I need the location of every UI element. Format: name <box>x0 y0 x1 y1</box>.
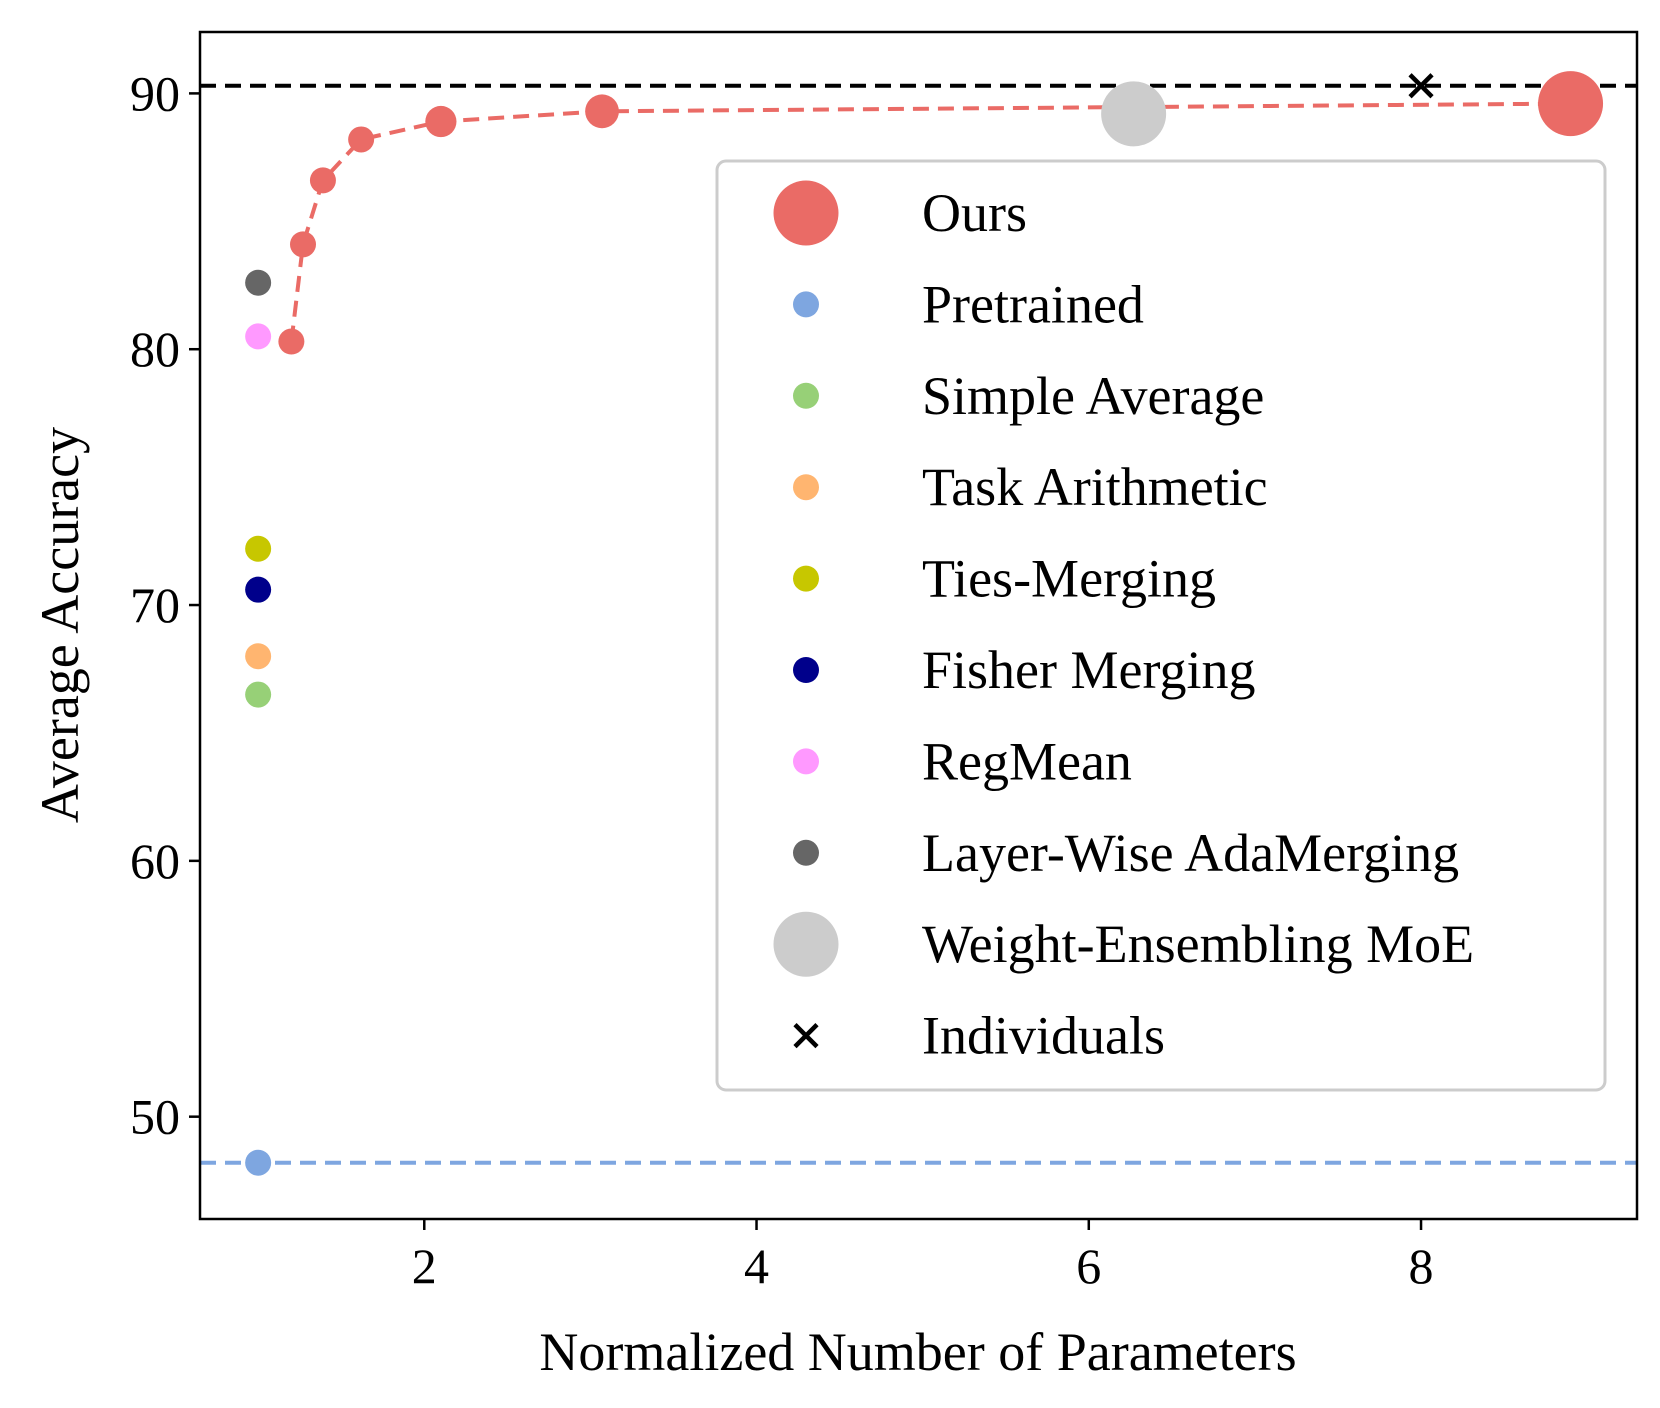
data-point-layer-wise-adamerging <box>245 269 272 296</box>
data-point-task-arithmetic <box>245 643 272 670</box>
legend-label-weight-ensembling-moe: Weight-Ensembling MoE <box>922 914 1474 974</box>
legend-marker-individuals <box>793 1023 819 1049</box>
legend-marker-ours <box>773 180 839 246</box>
legend-label-individuals: Individuals <box>922 1006 1165 1066</box>
legend-marker-simple-average <box>793 382 819 409</box>
y-tick-label: 80 <box>130 321 180 377</box>
legend-marker-weight-ensembling-moe <box>773 911 839 977</box>
legend-label-layer-wise-adamerging: Layer-Wise AdaMerging <box>922 823 1459 883</box>
legend-label-regmean: RegMean <box>922 731 1132 791</box>
data-point-ours <box>585 94 619 129</box>
legend-label-pretrained: Pretrained <box>922 274 1144 334</box>
y-tick-label: 50 <box>130 1089 180 1145</box>
data-point-ours <box>348 126 375 153</box>
x-tick-label: 4 <box>744 1238 769 1294</box>
x-tick-label: 8 <box>1409 1238 1434 1294</box>
plot-frame <box>198 30 1639 1221</box>
y-axis-title: Average Accuracy <box>30 427 90 823</box>
data-point-ours <box>309 167 336 194</box>
data-point-pretrained <box>245 1149 272 1176</box>
y-tick-label: 60 <box>130 833 180 889</box>
x-axis-title: Normalized Number of Parameters <box>539 1322 1296 1382</box>
legend-label-ours: Ours <box>922 183 1027 243</box>
data-point-individuals <box>1408 73 1434 99</box>
legend-marker-ties-merging <box>793 565 819 592</box>
data-point-ours <box>425 105 457 138</box>
y-tick-label: 70 <box>130 577 180 633</box>
data-point-ties-merging <box>245 535 272 562</box>
legend-marker-pretrained <box>793 291 819 318</box>
legend-frame <box>715 159 1607 1092</box>
x-tick-label: 2 <box>412 1238 437 1294</box>
data-point-weight-ensembling-moe <box>1101 81 1167 147</box>
data-point-regmean <box>245 323 272 350</box>
data-point-ours <box>1538 71 1604 137</box>
data-point-fisher-merging <box>245 576 272 603</box>
legend-marker-regmean <box>793 748 819 775</box>
legend-label-simple-average: Simple Average <box>922 366 1264 426</box>
legend-label-fisher-merging: Fisher Merging <box>922 640 1256 700</box>
legend-marker-fisher-merging <box>793 657 819 683</box>
legend-marker-layer-wise-adamerging <box>793 839 819 866</box>
legend: Ours Pretrained Simple Average Task Arithme… <box>715 159 1607 1092</box>
y-tick-label: 90 <box>130 65 180 121</box>
x-tick-label: 6 <box>1076 1238 1101 1294</box>
data-point-ours <box>278 328 305 355</box>
legend-marker-task-arithmetic <box>793 474 819 501</box>
legend-label-ties-merging: Ties-Merging <box>922 549 1216 609</box>
legend-label-task-arithmetic: Task Arithmetic <box>922 457 1268 517</box>
data-point-simple-average <box>245 681 272 708</box>
data-point-ours <box>289 231 316 258</box>
